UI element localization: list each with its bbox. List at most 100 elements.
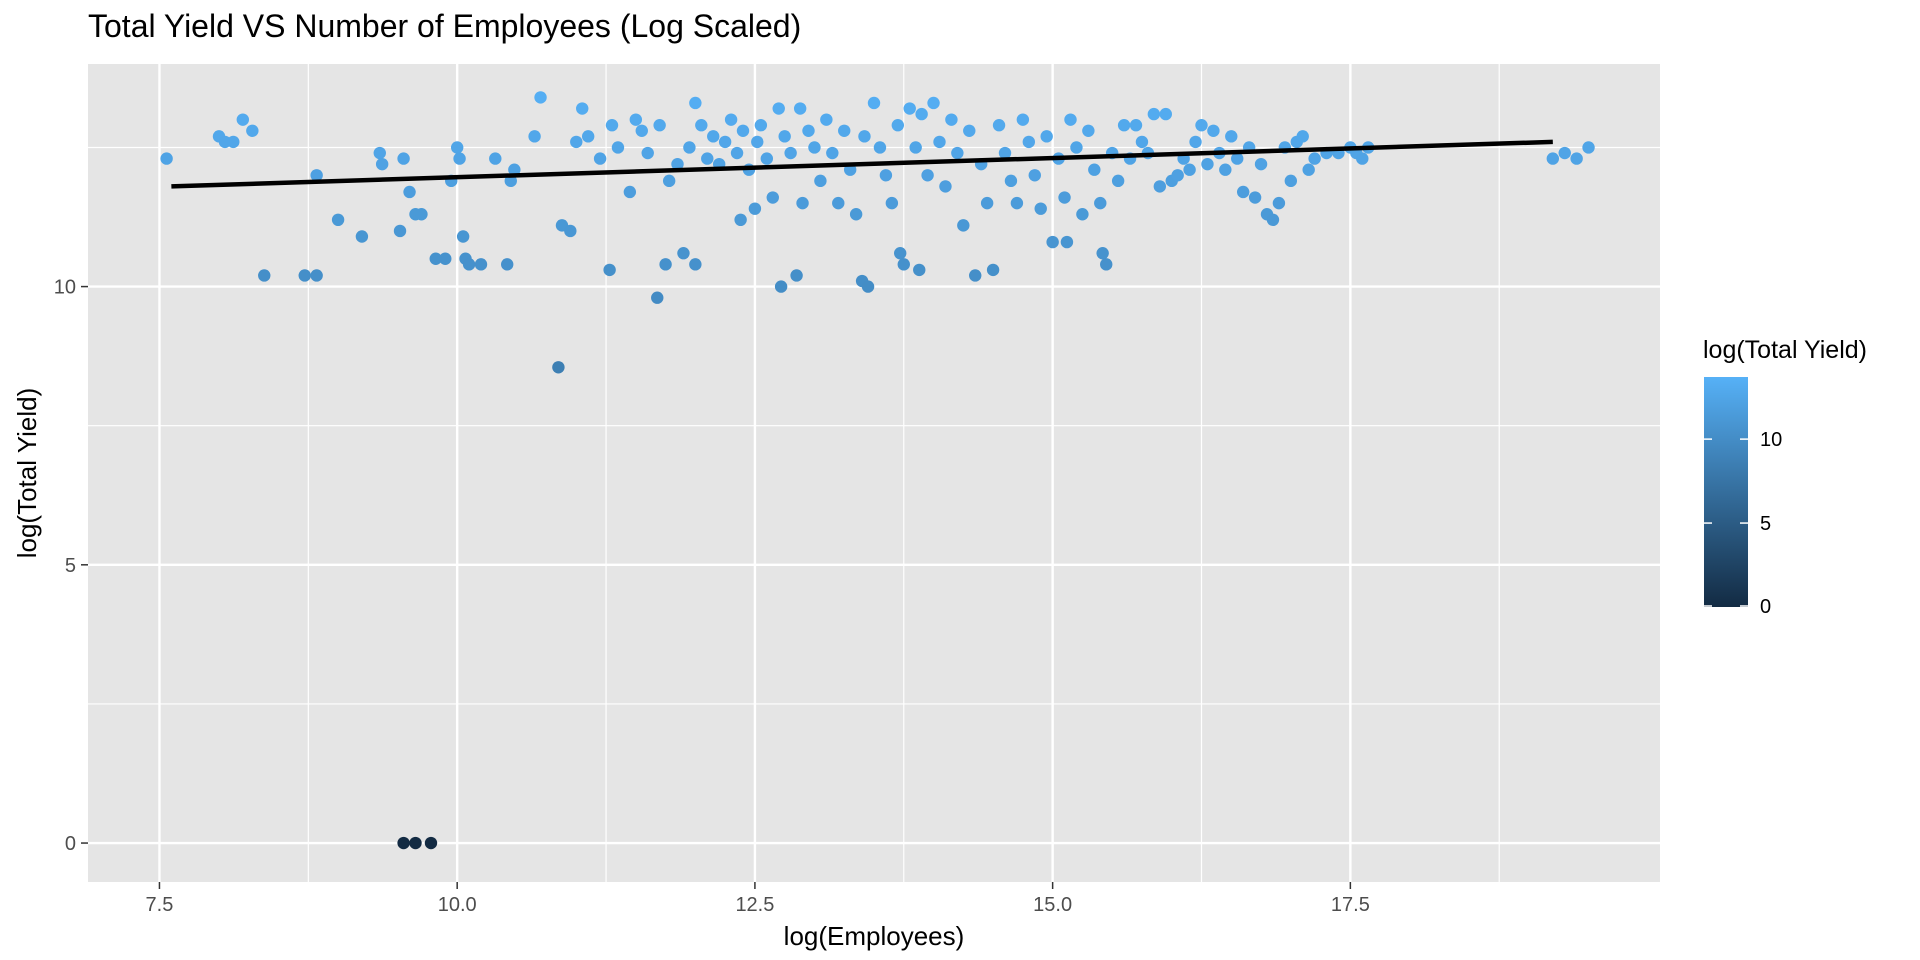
data-point <box>1272 196 1286 210</box>
data-point <box>1558 146 1571 160</box>
data-point <box>1356 152 1369 165</box>
data-point <box>611 141 625 154</box>
data-point <box>397 152 410 165</box>
data-point <box>1266 213 1280 227</box>
data-point <box>689 96 702 110</box>
data-point <box>891 119 905 132</box>
data-point <box>1034 202 1047 215</box>
data-point <box>963 124 976 137</box>
chart-title: Total Yield VS Number of Employees (Log … <box>88 8 802 44</box>
y-tick-label: 0 <box>65 833 76 855</box>
data-point <box>456 230 470 243</box>
data-point <box>1296 130 1309 143</box>
y-axis-title: log(Total Yield) <box>12 388 42 559</box>
data-point <box>1219 163 1232 176</box>
data-point <box>677 246 690 260</box>
data-point <box>921 169 934 182</box>
data-point <box>933 135 946 149</box>
data-point <box>1254 157 1268 171</box>
data-point <box>1096 246 1109 260</box>
data-point <box>760 152 774 165</box>
plot-panel <box>88 64 1660 882</box>
data-point <box>784 146 797 160</box>
data-point <box>564 224 577 238</box>
data-point <box>1135 135 1149 149</box>
data-point <box>227 135 240 149</box>
data-point <box>1100 258 1113 271</box>
data-point <box>236 113 250 126</box>
data-point <box>1046 235 1059 249</box>
data-point <box>945 113 958 126</box>
data-point <box>1040 130 1053 143</box>
data-point <box>897 258 910 271</box>
data-point <box>1207 124 1220 137</box>
data-point <box>858 130 871 143</box>
data-point <box>1225 130 1238 143</box>
data-point <box>695 119 708 132</box>
data-point <box>453 152 466 165</box>
data-point <box>1159 107 1172 121</box>
data-point <box>867 96 881 110</box>
data-point <box>913 263 926 277</box>
data-point <box>1064 113 1077 126</box>
data-point <box>489 152 502 165</box>
data-point <box>662 174 676 188</box>
data-point <box>373 146 386 160</box>
x-tick-label: 10.0 <box>438 894 477 916</box>
legend-title: log(Total Yield) <box>1703 336 1867 364</box>
data-point <box>1094 196 1107 210</box>
data-point <box>474 258 488 271</box>
data-point <box>986 263 1000 277</box>
data-point <box>415 208 428 221</box>
data-point <box>501 258 514 271</box>
data-point <box>951 146 964 160</box>
data-point <box>1195 119 1208 132</box>
data-point <box>730 146 744 160</box>
data-point <box>772 102 785 115</box>
data-point <box>969 269 982 282</box>
data-point <box>1308 152 1321 165</box>
colorbar-tick-label: 0 <box>1760 596 1771 618</box>
data-point <box>651 291 664 304</box>
data-point <box>838 124 851 137</box>
data-point <box>832 196 845 210</box>
data-point <box>903 102 916 115</box>
data-point <box>393 224 407 238</box>
data-point <box>1284 174 1298 188</box>
data-point <box>1546 152 1560 165</box>
data-point <box>605 119 619 132</box>
data-point <box>439 252 452 265</box>
data-point <box>508 163 521 176</box>
data-point <box>1147 107 1161 121</box>
data-point <box>873 141 887 154</box>
data-point <box>1117 119 1131 132</box>
data-point <box>629 113 643 126</box>
x-tick-label: 12.5 <box>735 894 774 916</box>
y-tick-label: 5 <box>65 555 76 577</box>
data-point <box>751 135 764 149</box>
data-point <box>998 146 1012 160</box>
data-point <box>298 269 311 282</box>
colorbar-tick-label: 5 <box>1760 513 1771 535</box>
data-point <box>671 157 684 171</box>
data-point <box>160 152 173 165</box>
data-point <box>1004 174 1018 188</box>
data-point <box>957 219 970 232</box>
data-point <box>736 124 750 137</box>
data-point <box>1010 196 1024 210</box>
data-point <box>310 169 323 182</box>
data-point <box>1088 163 1101 176</box>
data-point <box>718 135 732 149</box>
data-point <box>623 185 637 199</box>
data-point <box>701 152 714 165</box>
data-point <box>1016 113 1030 126</box>
data-point <box>909 141 922 154</box>
data-point <box>552 361 565 374</box>
data-point <box>653 119 666 132</box>
data-point <box>796 196 809 210</box>
data-point <box>1183 163 1196 176</box>
data-point <box>1189 135 1202 149</box>
data-point <box>1302 163 1315 176</box>
data-point <box>462 258 476 271</box>
colorbar-legend: log(Total Yield) 0 5 10 <box>1703 336 1867 618</box>
